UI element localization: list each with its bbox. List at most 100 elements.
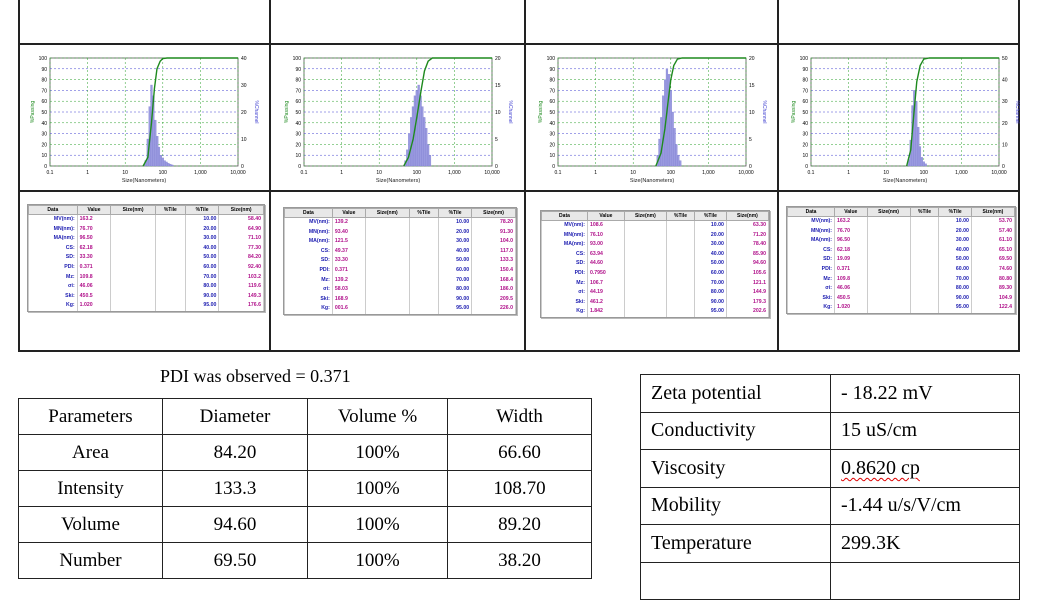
table-row: Mz: 109.8 70.00 80.80 [786, 274, 1016, 285]
table-row: Number 69.50 100% 38.20 [18, 542, 592, 579]
y-tick-label: 20 [295, 142, 301, 148]
table-cell [154, 253, 186, 263]
table-cell [665, 297, 696, 308]
table-cell: 69.50 [970, 255, 1016, 265]
table-cell [665, 220, 696, 231]
histogram-bar [427, 144, 430, 167]
table-row: Mz: 139.2 70.00 168.4 [284, 275, 516, 286]
size-stats-table: Data Value Size(nm) %Tile %Tile Size(nm) MV(nm… [786, 206, 1016, 314]
table-cell: 20.00 [938, 226, 972, 237]
table-row: PDI: 0.371 60.00 92.40 [28, 262, 264, 273]
table-cell [154, 234, 186, 244]
table-cell [866, 255, 911, 265]
table-cell: Mz: [284, 275, 333, 286]
table-cell: 58.03 [331, 285, 366, 295]
cumulative-line [905, 57, 999, 167]
y-axis-label-left: %Passing [284, 101, 290, 123]
table-cell: 57.40 [970, 226, 1016, 237]
table-cell: Mz: [786, 274, 836, 285]
y-axis-label-right: %Channel [1014, 100, 1020, 123]
table-row: SD: 19.09 50.00 69.50 [786, 255, 1016, 265]
table-cell: 91.30 [471, 227, 516, 238]
table-cell: 70.00 [694, 278, 727, 289]
table-row: Ski: 168.9 90.00 209.5 [284, 294, 516, 305]
table-cell: 80.00 [938, 284, 972, 294]
table-row: Mz: 106.7 70.00 121.1 [541, 278, 770, 289]
table-cell [154, 301, 186, 311]
y-axis-label-right: %Channel [761, 100, 767, 123]
table-cell: 0.371 [834, 264, 868, 275]
table-row: Viscosity 0.8620 cp [640, 449, 1020, 488]
cumulative-line [403, 57, 492, 167]
stats-grid: Data Value Size(nm) %Tile %Tile Size(nm) MV(nm… [541, 211, 770, 317]
table-cell: 30.00 [438, 237, 473, 247]
table-cell [408, 217, 440, 228]
table-cell [665, 268, 696, 279]
y-tick-label: 60 [549, 99, 555, 105]
table-row: MN(nm): 93.40 20.00 91.30 [284, 227, 516, 238]
table-header-row: Data Value Size(nm) %Tile %Tile Size(nm) [284, 208, 516, 218]
table-cell [110, 262, 156, 273]
table-cell: 19.09 [834, 255, 868, 265]
y-tick-label: 30 [549, 132, 555, 138]
table-cell: 78.20 [471, 217, 516, 228]
table-cell: 80.00 [438, 285, 473, 295]
table-cell: 139.2 [331, 217, 366, 228]
x-tick-label: 10,000 [991, 170, 1007, 176]
y-tick-label: 0 [241, 164, 244, 170]
x-tick-label: 0.1 [301, 170, 308, 176]
y-tick-label: 0 [805, 164, 808, 170]
table-cell [364, 246, 410, 257]
table-cell: 163.2 [834, 216, 868, 227]
table-cell: 100% [307, 506, 448, 543]
x-tick-label: 10 [883, 170, 889, 176]
table-cell [623, 259, 667, 269]
table-cell: 0.371 [76, 262, 112, 273]
y-tick-label: 5 [495, 137, 498, 143]
table-cell: 40.00 [184, 243, 220, 254]
y-tick-label: 40 [1002, 78, 1008, 84]
header-cell: %Tile [938, 207, 972, 217]
table-cell: 100% [307, 542, 448, 579]
table-cell [909, 236, 940, 246]
table-cell [364, 275, 410, 286]
table-cell: 001.6 [331, 304, 366, 314]
header-cell: Size(nm) [866, 207, 911, 217]
table-cell: 77.30 [218, 243, 264, 254]
histogram-bar [428, 155, 432, 167]
table-cell: 108.6 [586, 220, 625, 231]
table-cell: 70.00 [438, 275, 473, 286]
table-cell [154, 291, 186, 302]
table-cell: 20.00 [694, 230, 727, 241]
table-cell: 119.6 [218, 282, 264, 292]
table-cell [623, 288, 667, 298]
table-cell: MV(nm): [284, 217, 333, 228]
histogram-bar [169, 163, 172, 167]
zeta-potential-table: Zeta potential - 18.22 mV Conductivity 1… [640, 374, 1020, 600]
table-cell: 80.00 [694, 288, 727, 298]
table-cell: PDI: [786, 264, 836, 275]
table-cell [364, 265, 410, 276]
table-cell [364, 227, 410, 238]
property-value: - 18.22 mV [830, 374, 1020, 413]
x-tick-label: 1,000 [702, 170, 715, 176]
property-value [830, 561, 1020, 600]
table-cell: SD: [786, 255, 836, 265]
table-cell: 1.842 [586, 307, 625, 317]
histogram-bar [421, 106, 424, 167]
header-cell: Size(nm) [218, 205, 264, 215]
table-cell: 60.00 [438, 265, 473, 276]
table-cell: 139.2 [331, 275, 366, 286]
table-row: σi: 46.06 80.00 119.6 [28, 282, 264, 292]
table-cell [623, 297, 667, 308]
table-cell: 95.00 [694, 307, 727, 317]
property-value: -1.44 u/s/V/cm [830, 486, 1020, 525]
table-cell: 1.020 [76, 301, 112, 311]
header-cell: Diameter [162, 398, 308, 435]
histogram-bar [679, 160, 682, 167]
table-row: σi: 46.06 80.00 89.30 [786, 284, 1016, 294]
y-tick-label: 70 [549, 88, 555, 94]
header-cell: %Tile [184, 205, 220, 215]
table-cell [154, 272, 186, 283]
table-row: MV(nm): 108.6 10.00 63.30 [541, 220, 770, 231]
